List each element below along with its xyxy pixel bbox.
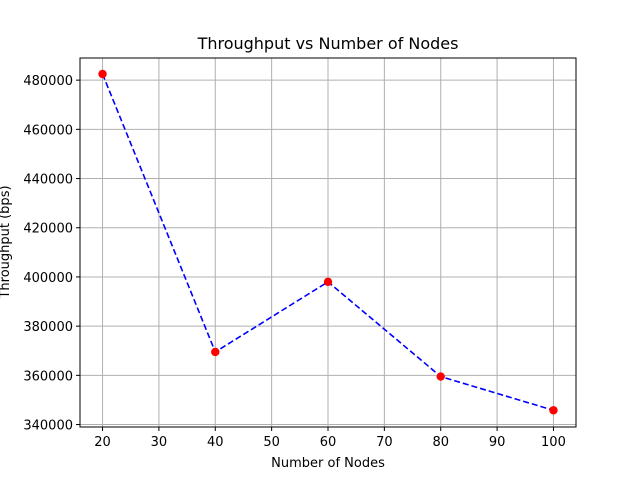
y-tick-label: 420000: [23, 222, 73, 237]
y-tick-label: 360000: [23, 369, 73, 384]
y-tick-label: 400000: [23, 271, 73, 286]
data-point: [549, 406, 558, 415]
chart-title: Throughput vs Number of Nodes: [197, 34, 459, 53]
x-tick-label: 30: [151, 435, 168, 450]
x-tick-label: 70: [376, 435, 393, 450]
grid: [80, 58, 576, 427]
y-tick-label: 480000: [23, 74, 73, 89]
data-point: [98, 69, 107, 79]
data-point: [323, 277, 333, 287]
y-tick-label: 380000: [23, 320, 73, 335]
x-tick-label: 60: [320, 435, 337, 450]
x-axis-ticks: 20 30 40 50 60 70 80 90 100: [94, 427, 566, 450]
x-tick-label: 50: [263, 435, 280, 450]
y-axis-ticks: 340000 360000 380000 400000 420000 440000 4600…: [23, 74, 80, 434]
x-tick-label: 80: [432, 435, 449, 450]
x-tick-label: 40: [207, 435, 224, 450]
data-point-layer: [98, 69, 558, 415]
data-point: [436, 372, 445, 381]
y-tick-label: 340000: [23, 419, 73, 434]
x-tick-label: 100: [541, 435, 566, 450]
data-point: [211, 347, 220, 357]
x-tick-label: 20: [94, 435, 111, 450]
y-tick-label: 440000: [23, 173, 73, 188]
y-tick-label: 460000: [23, 123, 73, 138]
x-tick-label: 90: [489, 435, 506, 450]
x-axis-title: Number of Nodes: [271, 456, 385, 471]
y-axis-title: Throughput (bps): [0, 185, 13, 299]
